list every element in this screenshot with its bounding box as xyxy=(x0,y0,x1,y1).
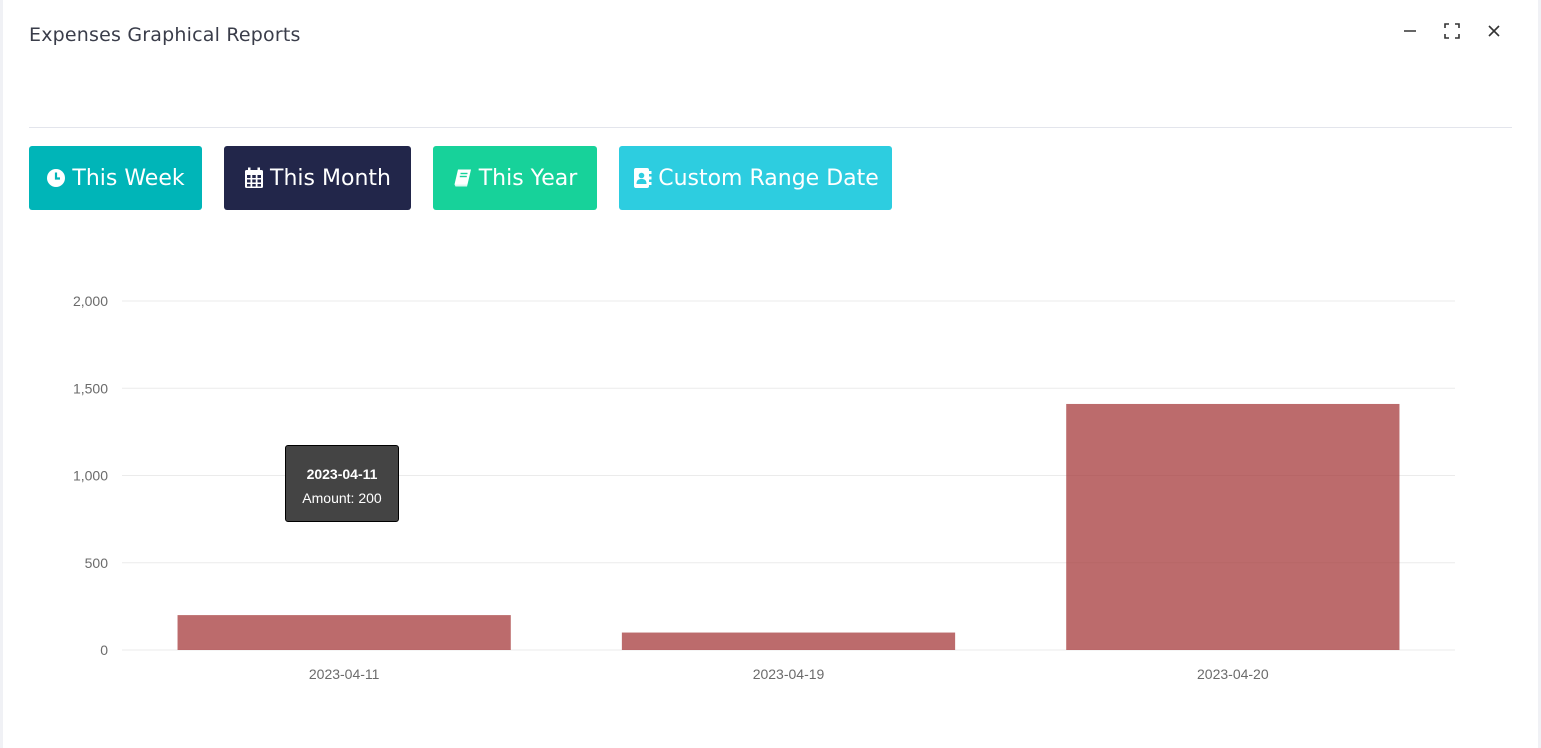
bar xyxy=(177,615,511,650)
this-year-label: This Year xyxy=(478,165,578,191)
book-icon xyxy=(454,169,471,187)
this-week-button[interactable]: This Week xyxy=(29,146,202,210)
clock-icon xyxy=(47,169,66,187)
y-tick-label: 2,000 xyxy=(73,293,108,309)
chart-tooltip: 2023-04-11 Amount: 200 xyxy=(285,445,399,522)
y-tick-label: 0 xyxy=(100,642,108,658)
calendar-icon xyxy=(245,167,264,188)
this-year-button[interactable]: This Year xyxy=(433,146,597,210)
custom-range-date-button[interactable]: Custom Range Date xyxy=(619,146,892,210)
custom-range-date-label: Custom Range Date xyxy=(658,165,879,191)
this-week-label: This Week xyxy=(72,165,185,191)
tooltip-amount: Amount: 200 xyxy=(302,490,382,506)
x-tick-label: 2023-04-20 xyxy=(1197,666,1269,682)
bar xyxy=(1066,403,1400,650)
divider xyxy=(29,127,1512,128)
close-icon[interactable] xyxy=(1483,20,1505,42)
this-month-button[interactable]: This Month xyxy=(224,146,411,210)
y-tick-label: 1,500 xyxy=(73,380,108,396)
x-tick-label: 2023-04-19 xyxy=(753,666,825,682)
minimize-icon[interactable] xyxy=(1399,20,1421,42)
tooltip-title: 2023-04-11 xyxy=(306,466,378,482)
y-tick-label: 500 xyxy=(85,555,109,571)
bar xyxy=(621,632,956,650)
panel-title: Expenses Graphical Reports xyxy=(29,24,301,46)
this-month-label: This Month xyxy=(270,165,391,191)
y-tick-label: 1,000 xyxy=(73,468,108,484)
address-book-icon xyxy=(634,168,652,188)
x-tick-label: 2023-04-11 xyxy=(309,666,380,682)
expand-icon[interactable] xyxy=(1441,20,1463,42)
